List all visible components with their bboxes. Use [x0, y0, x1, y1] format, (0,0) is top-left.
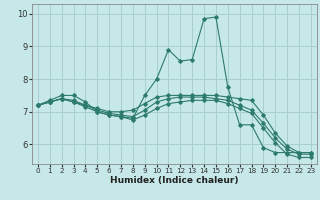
X-axis label: Humidex (Indice chaleur): Humidex (Indice chaleur)	[110, 176, 239, 185]
